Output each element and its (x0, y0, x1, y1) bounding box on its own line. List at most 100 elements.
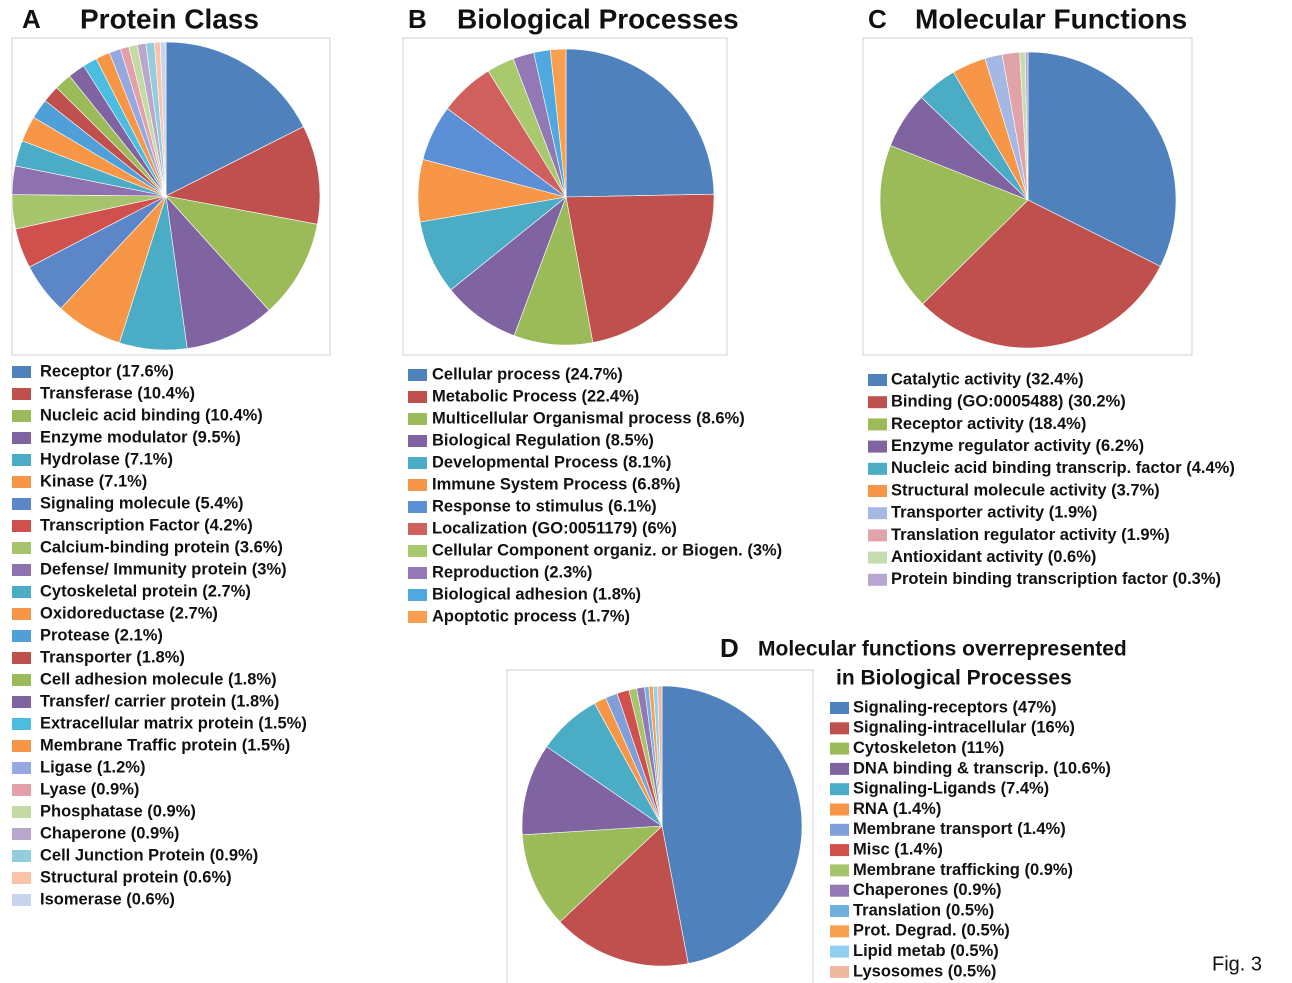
legend-swatch (408, 435, 427, 447)
legend-swatch (12, 718, 31, 730)
legend-label: Metabolic Process (22.4%) (432, 387, 639, 405)
legend-swatch (12, 476, 31, 488)
legend-label: Cell adhesion molecule (1.8%) (40, 670, 277, 688)
legend-label: Isomerase (0.6%) (40, 890, 175, 908)
pie-slice (565, 193, 715, 343)
pie-slice (657, 685, 663, 827)
legend-swatch (12, 454, 31, 466)
legend-label: Catalytic activity (32.4%) (891, 370, 1084, 388)
legend-swatch (12, 564, 31, 576)
legend-label: Signaling-Ligands (7.4%) (853, 780, 1049, 798)
legend-label: DNA binding & transcrip. (10.6%) (853, 759, 1111, 777)
pie-slice (521, 746, 663, 836)
legend-label: Developmental Process (8.1%) (432, 453, 671, 471)
legend-label: Cellular process (24.7%) (432, 365, 623, 383)
legend-swatch (12, 652, 31, 664)
pie-slice (559, 825, 689, 967)
legend-swatch (12, 806, 31, 818)
legend-label: Apoptotic process (1.7%) (432, 607, 630, 625)
legend-swatch (12, 696, 31, 708)
legend-label: RNA (1.4%) (853, 800, 941, 818)
legend-label: Receptor (17.6%) (40, 362, 174, 380)
legend-label: Transfer/ carrier protein (1.8%) (40, 692, 279, 710)
legend-swatch (868, 418, 887, 431)
legend-label: Extracellular matrix protein (1.5%) (40, 714, 307, 732)
legend-label: Cytoskeleton (11%) (853, 739, 1004, 757)
legend-swatch (408, 413, 427, 425)
pie-slice (1027, 51, 1177, 267)
legend-label: Nucleic acid binding (10.4%) (40, 406, 263, 424)
legend-swatch (830, 884, 849, 897)
legend-swatch (868, 573, 887, 586)
legend-swatch (830, 742, 849, 755)
pie-slice (165, 195, 318, 311)
legend-label: Phosphatase (0.9%) (40, 802, 196, 820)
legend-label: Chaperone (0.9%) (40, 824, 179, 842)
figure-label: Fig. 3 (1212, 953, 1262, 975)
legend-label: Cytoskeletal protein (2.7%) (40, 582, 251, 600)
pie-slice (521, 825, 663, 923)
legend-swatch (12, 608, 31, 620)
pie-slice (549, 48, 567, 198)
legend-label: Misc (1.4%) (853, 840, 943, 858)
chart-title: Protein Class (80, 3, 259, 34)
legend-swatch (12, 894, 31, 906)
legend-label: Signaling molecule (5.4%) (40, 494, 244, 512)
legend-label: Immune System Process (6.8%) (432, 475, 681, 493)
legend-label: Response to stimulus (6.1%) (432, 497, 657, 515)
legend-swatch (868, 462, 887, 475)
legend-label: Transcription Factor (4.2%) (40, 516, 253, 534)
legend-label: Membrane trafficking (0.9%) (853, 861, 1073, 879)
legend-label: Kinase (7.1%) (40, 472, 147, 490)
legend-swatch (868, 551, 887, 564)
pie-slice (165, 126, 321, 225)
legend-swatch (408, 523, 427, 535)
legend-label: Structural protein (0.6%) (40, 868, 232, 886)
legend-label: Transferase (10.4%) (40, 384, 195, 402)
pie-slice (1024, 51, 1029, 201)
chart-title: in Biological Processes (836, 667, 1072, 690)
legend-swatch (830, 803, 849, 816)
legend-swatch (12, 498, 31, 510)
legend-label: Transporter activity (1.9%) (891, 504, 1097, 522)
legend-swatch (12, 586, 31, 598)
legend-swatch (408, 391, 427, 403)
legend-label: Lipid metab (0.5%) (853, 942, 999, 960)
legend-label: Nucleic acid binding transcrip. factor (… (891, 459, 1235, 477)
legend-swatch (830, 702, 849, 714)
legend-label: Localization (GO:0051179) (6%) (432, 519, 677, 537)
legend-swatch (12, 410, 31, 422)
panel-label: D (720, 633, 739, 663)
legend-label: Protease (2.1%) (40, 626, 163, 644)
legend-swatch (868, 507, 887, 520)
legend-swatch (408, 501, 427, 513)
legend-swatch (12, 740, 31, 752)
legend-swatch (408, 479, 427, 491)
legend-label: Antioxidant activity (0.6%) (891, 548, 1096, 566)
legend-label: Translation regulator activity (1.9%) (891, 526, 1170, 544)
legend-label: Receptor activity (18.4%) (891, 415, 1086, 433)
legend-label: Reproduction (2.3%) (432, 563, 592, 581)
legend-label: Structural molecule activity (3.7%) (891, 481, 1160, 499)
legend-label: Enzyme modulator (9.5%) (40, 428, 241, 446)
chart-title: Molecular functions overrepresented (758, 638, 1127, 661)
legend-swatch (830, 844, 849, 857)
legend-swatch (12, 630, 31, 642)
legend-swatch (12, 366, 31, 378)
legend-label: Prot. Degrad. (0.5%) (853, 922, 1010, 940)
legend-label: Signaling-intracellular (16%) (853, 719, 1075, 737)
legend-swatch (830, 965, 849, 978)
legend-label: Membrane Traffic protein (1.5%) (40, 736, 290, 754)
legend-label: Calcium-binding protein (3.6%) (40, 538, 283, 556)
legend-swatch (408, 567, 427, 579)
legend-label: Transporter (1.8%) (40, 648, 185, 666)
legend-label: Lysosomes (0.5%) (853, 962, 996, 980)
legend-swatch (408, 611, 427, 623)
pie-slice (165, 195, 270, 349)
legend-label: Oxidoreductase (2.7%) (40, 604, 218, 622)
legend-swatch (408, 369, 427, 381)
legend-label: Cellular Component organiz. or Biogen. (… (432, 541, 782, 559)
chart-title: Molecular Functions (915, 3, 1187, 34)
legend-label: Protein binding transcription factor (0.… (891, 570, 1221, 588)
